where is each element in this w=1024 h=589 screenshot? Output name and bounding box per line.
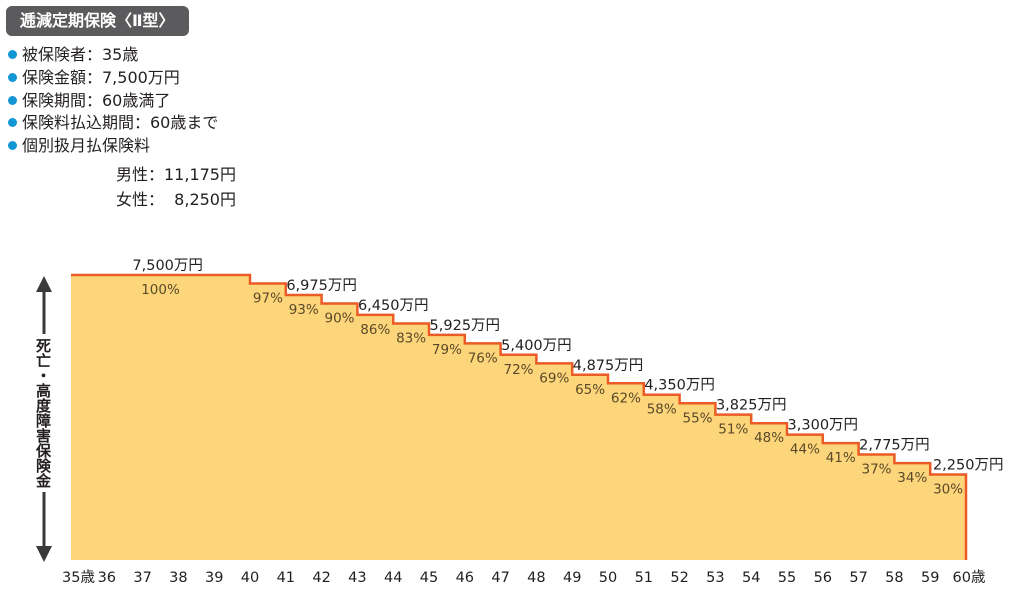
bullet-icon [8, 50, 17, 59]
x-tick-label: 46 [456, 570, 474, 586]
x-tick-label: 58 [885, 570, 903, 586]
x-tick-label: 57 [849, 570, 867, 586]
x-tick-label: 47 [491, 570, 509, 586]
x-tick-label: 53 [706, 570, 724, 586]
bullet-icon [8, 141, 17, 151]
condition-text: 保険金額：7,500万円 [22, 67, 180, 87]
x-tick-label: 35歳 [62, 569, 95, 586]
percent-label: 86% [360, 322, 390, 338]
x-tick-label: 37 [133, 570, 151, 586]
percent-label: 48% [754, 430, 784, 446]
percent-label: 55% [682, 410, 712, 426]
percent-label: 76% [468, 350, 498, 366]
x-tick-label: 52 [670, 570, 688, 586]
x-tick-label: 54 [742, 570, 760, 586]
condition-item: 保険料払込期間：60歳まで [8, 112, 218, 135]
x-tick-label: 36 [98, 570, 116, 586]
x-tick-label: 51 [635, 570, 653, 586]
percent-label: 72% [503, 362, 533, 378]
x-tick-label: 43 [348, 570, 366, 586]
percent-label: 41% [826, 450, 856, 466]
x-tick-label: 48 [527, 570, 545, 586]
condition-text: 被保険者：35歳 [22, 45, 139, 64]
chart-area [71, 273, 968, 560]
amount-label: 6,975万円 [286, 278, 357, 294]
amount-label: 4,875万円 [573, 358, 644, 374]
percent-label: 30% [933, 482, 963, 498]
x-tick-label: 39 [205, 570, 223, 586]
x-tick-label: 42 [312, 570, 330, 586]
amount-label: 3,300万円 [788, 418, 859, 434]
percent-label: 100% [141, 282, 180, 298]
percent-label: 37% [861, 462, 891, 478]
percent-label: 62% [611, 390, 641, 406]
y-axis-label: 死亡・高度障害保険金 [28, 334, 52, 492]
conditions-list: 被保険者：35歳 保険金額：7,500万円 保険期間：60歳満了 保険料払込期間… [8, 44, 218, 158]
amount-label: 4,350万円 [644, 378, 715, 394]
amount-label: 5,400万円 [501, 338, 572, 354]
amount-label: 6,450万円 [358, 298, 429, 314]
x-tick-label: 44 [384, 570, 402, 586]
benefit-area [71, 275, 966, 560]
percent-label: 93% [289, 302, 319, 318]
x-tick-label: 40 [241, 570, 259, 586]
percent-label: 58% [647, 402, 677, 418]
percent-label: 79% [432, 342, 462, 358]
arrow-up-icon [36, 276, 52, 292]
premium-female: 女性： 8,250円 [116, 190, 236, 209]
premium-male: 男性：11,175円 [116, 165, 236, 184]
arrow-down-icon [36, 546, 52, 562]
bullet-icon [8, 72, 17, 82]
amount-label: 2,250万円 [933, 458, 1004, 474]
x-tick-label: 49 [563, 570, 581, 586]
amount-label: 3,825万円 [716, 398, 787, 414]
percent-label: 90% [324, 311, 354, 327]
percent-label: 83% [396, 330, 426, 346]
percent-label: 34% [897, 470, 927, 486]
amount-labels: 7,500万円 6,975万円6,450万円5,925万円5,400万円4,875… [132, 258, 1003, 474]
condition-text: 保険料払込期間：60歳まで [22, 113, 219, 133]
amount-label: 7,500万円 [132, 258, 203, 274]
condition-item: 個別扱月払保険料 [8, 135, 218, 158]
x-tick-label: 60歳 [953, 569, 986, 586]
x-tick-label: 59 [921, 570, 939, 586]
x-tick-label: 45 [420, 570, 438, 586]
x-tick-labels: 35歳 36 37 38 39 40 41 42 43 44 45 46 47 48 49 50 51 52 53 5… [62, 569, 985, 586]
condition-item: 被保険者：35歳 [8, 44, 218, 67]
x-tick-label: 41 [277, 570, 295, 586]
amount-label: 5,925万円 [430, 318, 501, 334]
percent-label: 65% [575, 382, 605, 398]
bullet-icon [8, 118, 17, 128]
x-tick-label: 55 [778, 570, 796, 586]
bullet-icon [8, 95, 17, 105]
x-tick-label: 50 [599, 570, 617, 586]
percent-label: 97% [253, 291, 283, 307]
percent-label: 69% [539, 370, 569, 386]
condition-item: 保険期間：60歳満了 [8, 90, 218, 113]
x-tick-label: 38 [169, 570, 187, 586]
benefit-step-line [71, 273, 968, 560]
amount-label: 2,775万円 [859, 438, 930, 454]
x-tick-label: 56 [814, 570, 832, 586]
percent-labels: 100% 97% 93% 90% 86% 83% 79% 76% 72% 69% 65% 62% 58%… [141, 282, 963, 498]
chart-title-badge: 逓減定期保険〈Ⅱ型〉 [6, 6, 189, 36]
percent-label: 44% [790, 442, 820, 458]
condition-text: 個別扱月払保険料 [22, 136, 151, 156]
percent-label: 51% [718, 422, 748, 438]
condition-text: 保険期間：60歳満了 [22, 90, 171, 110]
chart-title: 逓減定期保険〈Ⅱ型〉 [20, 11, 175, 30]
condition-item: 保険金額：7,500万円 [8, 67, 218, 90]
